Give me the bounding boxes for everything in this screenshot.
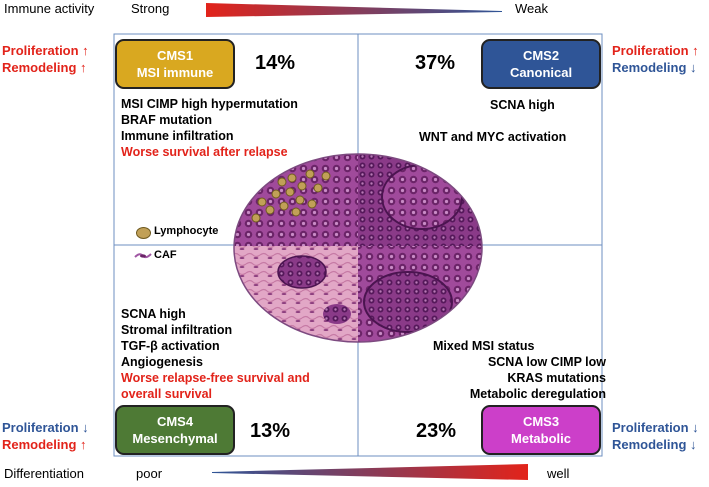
tumor-histology-illustration xyxy=(233,153,483,343)
cms4-features: SCNA high Stromal infiltration TGF-β act… xyxy=(121,306,310,402)
immune-strong-label: Strong xyxy=(131,1,170,16)
differentiation-label: Differentiation xyxy=(4,466,84,481)
cms2-name: CMS2 xyxy=(522,48,560,63)
remodeling-label: Remodeling ↑ xyxy=(2,60,87,75)
side-label-top-right: Proliferation ↑ Remodeling ↓ xyxy=(612,42,699,76)
cms3-box: CMS3 Metabolic xyxy=(481,405,601,455)
cms4-name: CMS4 xyxy=(156,414,194,429)
cms1-box: CMS1 MSI immune xyxy=(115,39,235,89)
cms4-feature: Stromal infiltration xyxy=(121,323,233,337)
caf-icon xyxy=(134,253,152,259)
cms4-percentage: 13% xyxy=(250,420,291,442)
proliferation-label: Proliferation ↓ xyxy=(2,420,89,435)
proliferation-label: Proliferation ↑ xyxy=(612,43,699,58)
cms3-subtype: Metabolic xyxy=(511,431,571,446)
remodeling-label: Remodeling ↓ xyxy=(612,60,697,75)
cms3-features: Mixed MSI status xyxy=(433,338,534,354)
cms2-percentage: 37% xyxy=(415,52,456,74)
immune-activity-label: Immune activity xyxy=(4,1,95,16)
cms3-percentage: 23% xyxy=(416,420,457,442)
differentiation-gradient-wedge xyxy=(212,464,528,480)
cms3-feature: Metabolic deregulation xyxy=(469,387,606,401)
cms1-subtype: MSI immune xyxy=(136,65,214,80)
cms1-feature: Immune infiltration xyxy=(121,129,234,143)
cms3-features-right: . SCNA low CIMP low KRAS mutations Metab… xyxy=(470,338,606,402)
proliferation-label: Proliferation ↑ xyxy=(2,43,89,58)
differentiation-well-label: well xyxy=(547,466,570,481)
cms4-box: CMS4 Mesenchymal xyxy=(115,405,235,455)
cms4-feature: SCNA high xyxy=(121,307,186,321)
cms2-subtype: Canonical xyxy=(509,65,573,80)
cms1-survival-note: Worse survival after relapse xyxy=(121,145,288,159)
cms3-feature: KRAS mutations xyxy=(507,371,606,385)
cms4-subtype: Mesenchymal xyxy=(132,431,218,446)
cms1-feature: MSI CIMP high hypermutation xyxy=(121,97,298,111)
cms4-survival-note: overall survival xyxy=(121,387,213,401)
immune-gradient-wedge xyxy=(206,3,502,17)
cms2-box: CMS2 Canonical xyxy=(481,39,601,89)
remodeling-label: Remodeling ↑ xyxy=(2,437,87,452)
cms4-feature: Angiogenesis xyxy=(121,355,203,369)
cms2-feature: WNT and MYC activation xyxy=(419,130,567,144)
lymphocyte-legend-label: Lymphocyte xyxy=(154,225,219,237)
cms4-survival-note: Worse relapse-free survival and xyxy=(121,371,310,385)
immune-weak-label: Weak xyxy=(515,1,548,16)
remodeling-label: Remodeling ↓ xyxy=(612,437,697,452)
side-label-bottom-right: Proliferation ↓ Remodeling ↓ xyxy=(612,419,699,453)
cms1-name: CMS1 xyxy=(156,48,194,63)
cms3-feature: SCNA low CIMP low xyxy=(487,355,606,369)
caf-legend-label: CAF xyxy=(154,249,177,261)
cms3-feature: Mixed MSI status xyxy=(433,339,535,353)
differentiation-poor-label: poor xyxy=(136,466,163,481)
cms1-feature: BRAF mutation xyxy=(121,113,212,127)
lymphocyte-icon xyxy=(136,227,151,239)
cms4-feature: TGF-β activation xyxy=(121,339,220,353)
proliferation-label: Proliferation ↓ xyxy=(612,420,699,435)
cms1-features: MSI CIMP high hypermutation BRAF mutatio… xyxy=(121,96,298,160)
cms2-feature: SCNA high xyxy=(490,98,555,112)
side-label-bottom-left: Proliferation ↓ Remodeling ↑ xyxy=(2,419,89,453)
cms3-name: CMS3 xyxy=(522,414,560,429)
cms1-percentage: 14% xyxy=(255,52,296,74)
side-label-top-left: Proliferation ↑ Remodeling ↑ xyxy=(2,42,89,76)
